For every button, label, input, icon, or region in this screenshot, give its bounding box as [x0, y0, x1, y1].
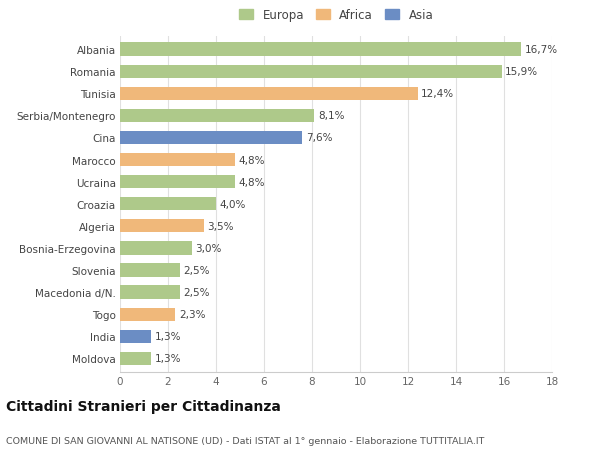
Text: 4,8%: 4,8% — [239, 155, 265, 165]
Text: 1,3%: 1,3% — [155, 353, 181, 364]
Text: 12,4%: 12,4% — [421, 89, 454, 99]
Bar — [120, 220, 204, 233]
Text: 7,6%: 7,6% — [306, 133, 332, 143]
Bar — [120, 330, 151, 343]
Bar — [120, 87, 418, 101]
Text: 1,3%: 1,3% — [155, 331, 181, 341]
Text: 4,0%: 4,0% — [220, 199, 246, 209]
Bar — [120, 109, 314, 123]
Text: 16,7%: 16,7% — [524, 45, 557, 55]
Bar — [120, 198, 216, 211]
Text: Cittadini Stranieri per Cittadinanza: Cittadini Stranieri per Cittadinanza — [6, 399, 281, 413]
Bar — [120, 176, 235, 189]
Text: 2,3%: 2,3% — [179, 309, 205, 319]
Bar — [120, 154, 235, 167]
Bar — [120, 65, 502, 78]
Text: 8,1%: 8,1% — [318, 111, 344, 121]
Text: 2,5%: 2,5% — [184, 287, 210, 297]
Text: 2,5%: 2,5% — [184, 265, 210, 275]
Legend: Europa, Africa, Asia: Europa, Africa, Asia — [236, 6, 436, 24]
Text: COMUNE DI SAN GIOVANNI AL NATISONE (UD) - Dati ISTAT al 1° gennaio - Elaborazion: COMUNE DI SAN GIOVANNI AL NATISONE (UD) … — [6, 436, 484, 445]
Text: 3,0%: 3,0% — [196, 243, 222, 253]
Text: 3,5%: 3,5% — [208, 221, 234, 231]
Bar — [120, 352, 151, 365]
Bar — [120, 132, 302, 145]
Text: 4,8%: 4,8% — [239, 177, 265, 187]
Bar — [120, 242, 192, 255]
Bar — [120, 43, 521, 56]
Bar — [120, 308, 175, 321]
Bar — [120, 264, 180, 277]
Bar — [120, 286, 180, 299]
Text: 15,9%: 15,9% — [505, 67, 538, 77]
